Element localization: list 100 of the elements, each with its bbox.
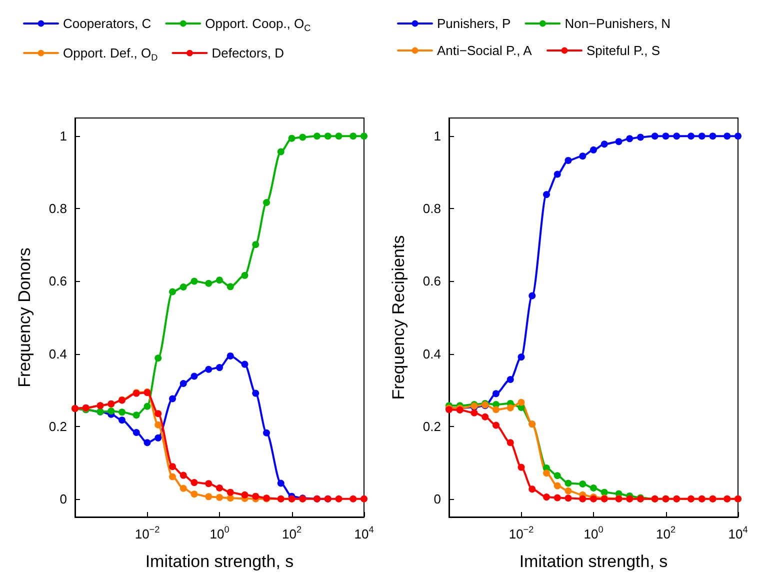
point — [360, 495, 368, 502]
point — [118, 408, 126, 416]
point — [528, 292, 536, 300]
point — [277, 148, 284, 156]
point — [360, 132, 368, 140]
point — [590, 146, 597, 154]
point — [263, 199, 270, 206]
y-tick-label: 0.6 — [422, 274, 441, 289]
point — [216, 484, 223, 492]
legend-label: Anti−Social P., A — [437, 43, 532, 58]
point — [154, 434, 162, 442]
y-axis-title: Frequency Recipients — [389, 235, 408, 400]
point — [492, 422, 500, 429]
point — [673, 132, 680, 140]
point — [205, 480, 212, 488]
legend-label: Punishers, P — [437, 16, 511, 31]
point — [506, 439, 514, 446]
y-axis-title: Frequency Donors — [15, 248, 34, 388]
point — [543, 470, 550, 477]
point — [216, 494, 223, 501]
point — [543, 494, 550, 501]
point — [144, 402, 151, 410]
point — [252, 390, 260, 397]
point — [518, 398, 525, 406]
point — [205, 280, 212, 287]
point — [492, 390, 500, 398]
point — [190, 490, 198, 498]
legend-label: Spiteful P., S — [586, 43, 660, 58]
point — [350, 495, 357, 502]
point — [154, 354, 162, 362]
y-tick-label: 0.4 — [48, 346, 67, 362]
point — [132, 412, 140, 419]
point — [190, 479, 198, 486]
y-tick-label: 0.4 — [422, 346, 441, 362]
y-tick-label: 0.8 — [422, 201, 441, 216]
point — [169, 288, 176, 296]
point — [518, 354, 525, 361]
point — [709, 132, 716, 140]
point — [600, 488, 608, 496]
point — [180, 380, 187, 388]
y-tick-label: 0 — [434, 491, 441, 506]
point — [226, 494, 234, 502]
point — [252, 492, 260, 500]
point — [506, 376, 514, 384]
point — [132, 428, 140, 436]
y-tick-label: 0.6 — [48, 274, 67, 289]
point — [528, 486, 536, 493]
point — [169, 463, 176, 470]
point — [190, 278, 198, 285]
legend-label: Cooperators, C — [63, 16, 152, 31]
point — [216, 276, 223, 284]
y-tick-label: 1 — [60, 128, 67, 144]
y-tick-label: 0.2 — [48, 418, 67, 434]
point — [324, 132, 332, 140]
point — [154, 421, 162, 428]
point — [724, 132, 731, 140]
point — [600, 140, 608, 148]
point — [216, 364, 223, 372]
point — [263, 429, 270, 436]
point — [579, 495, 586, 502]
point — [108, 408, 115, 415]
point — [169, 395, 176, 402]
point — [118, 416, 126, 424]
point — [698, 132, 706, 140]
point — [226, 488, 234, 496]
point — [299, 134, 306, 141]
point — [169, 473, 176, 480]
point — [543, 191, 550, 198]
point — [241, 360, 248, 368]
point — [190, 372, 198, 380]
point — [590, 484, 597, 492]
x-axis-title: Imitation strength, s — [145, 552, 294, 571]
point — [506, 404, 514, 412]
point — [241, 491, 248, 498]
point — [662, 132, 670, 140]
point — [637, 134, 644, 141]
point — [615, 138, 622, 146]
point — [335, 132, 342, 140]
point — [180, 472, 187, 479]
point — [252, 241, 260, 248]
point — [482, 413, 489, 420]
y-tick-label: 0.2 — [422, 418, 441, 434]
legend-label: Non−Punishers, N — [564, 16, 671, 31]
point — [688, 132, 694, 140]
point — [626, 135, 634, 142]
point — [579, 480, 586, 488]
point — [154, 410, 162, 418]
point — [226, 283, 234, 290]
point — [564, 494, 572, 502]
point — [277, 480, 284, 487]
point — [205, 493, 212, 500]
point — [180, 284, 187, 291]
point — [180, 484, 187, 492]
point — [564, 156, 572, 164]
point — [564, 487, 572, 494]
legend-label: Defectors, D — [212, 46, 284, 61]
point — [518, 464, 525, 471]
point — [288, 134, 296, 142]
point — [241, 272, 248, 279]
y-tick-label: 0 — [60, 491, 67, 506]
